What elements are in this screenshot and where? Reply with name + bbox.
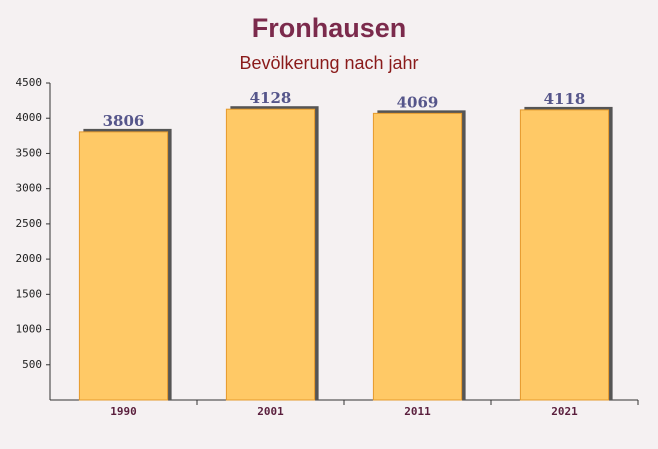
y-tick-label: 1000 — [16, 323, 43, 336]
y-tick-label: 1500 — [16, 287, 43, 300]
chart-title: Fronhausen — [252, 13, 407, 43]
y-tick-label: 2500 — [16, 217, 43, 230]
x-tick-label: 2011 — [404, 405, 431, 418]
y-tick-label: 4500 — [16, 76, 43, 89]
value-label: 4069 — [397, 93, 439, 111]
bar — [519, 109, 610, 401]
x-tick-label: 1990 — [110, 405, 137, 418]
value-label: 3806 — [103, 112, 145, 130]
y-tick-label: 4000 — [16, 111, 43, 124]
bar — [78, 131, 169, 401]
value-label: 4118 — [544, 90, 586, 108]
y-tick-label: 3500 — [16, 146, 43, 159]
value-label: 4128 — [250, 89, 292, 107]
x-tick-label: 2021 — [551, 405, 578, 418]
bar — [372, 112, 463, 401]
y-tick-label: 500 — [22, 358, 42, 371]
y-tick-label: 3000 — [16, 182, 43, 195]
chart-subtitle: Bevölkerung nach jahr — [239, 53, 418, 73]
y-tick-label: 2000 — [16, 252, 43, 265]
bar — [225, 108, 316, 401]
x-tick-label: 2001 — [257, 405, 284, 418]
